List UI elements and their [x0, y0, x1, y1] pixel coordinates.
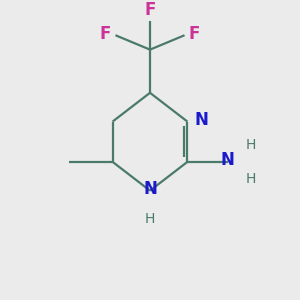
- Text: F: F: [100, 25, 111, 43]
- Text: F: F: [144, 2, 156, 20]
- Text: H: H: [245, 138, 256, 152]
- Text: H: H: [145, 212, 155, 226]
- Text: N: N: [221, 152, 235, 169]
- Text: H: H: [245, 172, 256, 186]
- Text: N: N: [143, 180, 157, 198]
- Text: F: F: [189, 25, 200, 43]
- Text: N: N: [195, 111, 208, 129]
